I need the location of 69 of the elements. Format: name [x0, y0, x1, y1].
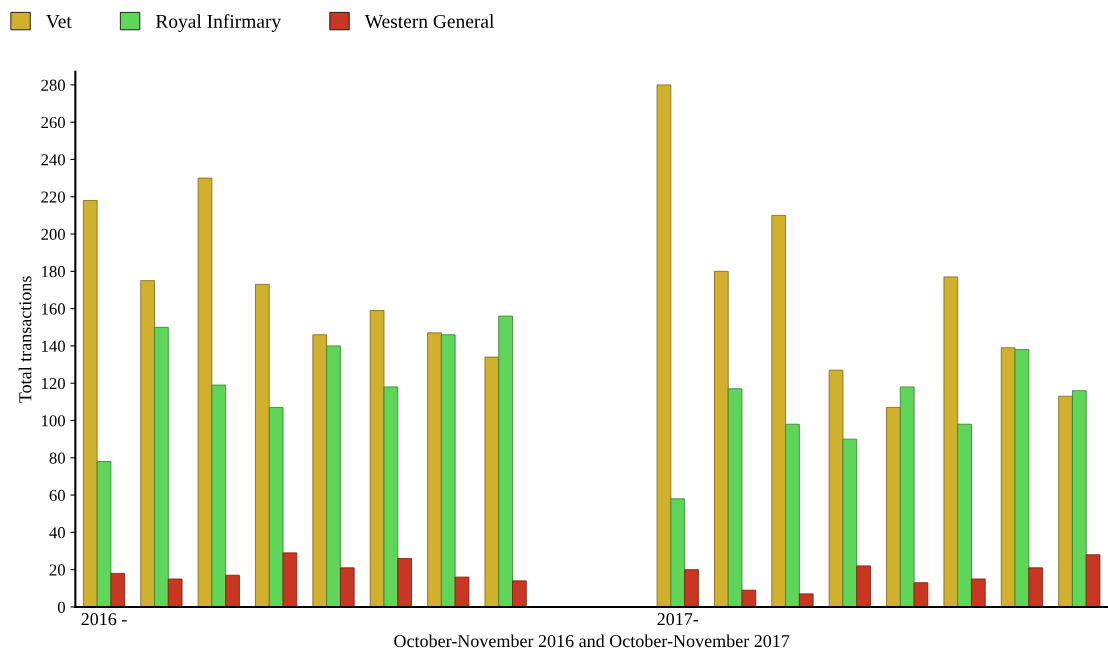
bar — [140, 280, 155, 607]
y-tick-label: 80 — [49, 452, 65, 464]
bar — [484, 356, 500, 607]
bar — [727, 388, 743, 607]
bar — [110, 572, 126, 607]
bar — [225, 574, 240, 607]
bar — [785, 423, 800, 607]
bar — [670, 498, 686, 607]
y-tick-label: 160 — [42, 303, 65, 315]
bar — [1014, 349, 1030, 607]
bar — [326, 345, 341, 607]
y-tick-label: 40 — [49, 527, 65, 539]
bar — [440, 334, 456, 607]
y-tick-label: 120 — [42, 377, 65, 390]
bar — [427, 332, 442, 607]
bar — [656, 84, 672, 607]
bar — [741, 589, 757, 607]
bar — [842, 438, 858, 607]
y-tick-label: 0 — [57, 601, 65, 613]
bar — [971, 578, 986, 607]
bar — [771, 214, 786, 607]
legend-label: Vet — [46, 15, 72, 29]
y-tick-label: 100 — [42, 415, 65, 427]
bar — [1058, 395, 1073, 607]
bar — [512, 580, 527, 607]
bar — [268, 407, 284, 607]
bar — [96, 461, 112, 607]
y-tick-label: 280 — [41, 79, 65, 91]
bar — [383, 386, 399, 607]
bar — [339, 567, 355, 607]
bar — [943, 276, 959, 607]
bar — [369, 310, 385, 607]
x-tick-label: 2016 - — [81, 613, 127, 626]
y-tick-label: 180 — [42, 266, 65, 278]
bar — [856, 565, 871, 607]
bar — [957, 423, 972, 607]
y-tick-label: 140 — [42, 340, 65, 352]
bar — [798, 593, 814, 607]
y-tick-label: 240 — [41, 154, 65, 166]
legend-label: Western General — [364, 14, 495, 29]
bar — [1072, 390, 1087, 607]
bar — [312, 334, 328, 607]
bar — [913, 582, 929, 607]
bar — [255, 283, 270, 607]
bar — [197, 177, 213, 607]
x-axis-title: October-November 2016 and October-November 2017 — [394, 634, 790, 648]
bar — [211, 384, 227, 607]
bar — [1085, 554, 1101, 607]
y-tick-label: 260 — [41, 116, 65, 129]
y-tick-label: 220 — [41, 191, 65, 203]
y-tick-label: 60 — [49, 489, 65, 502]
bar — [82, 200, 98, 607]
bar — [282, 552, 298, 607]
bar — [899, 386, 915, 607]
bar — [498, 315, 513, 607]
bar — [684, 569, 699, 607]
bar — [397, 558, 412, 607]
bar — [1028, 567, 1044, 607]
y-axis-title: Total transactions — [18, 276, 32, 403]
legend-label: Royal Infirmary — [155, 14, 282, 32]
bar — [454, 576, 470, 607]
bar — [167, 578, 183, 607]
bar — [154, 326, 169, 607]
y-tick-label: 20 — [49, 564, 65, 576]
bar — [828, 369, 844, 607]
bar — [886, 407, 901, 607]
x-tick-label: 2017- — [657, 613, 699, 626]
bar — [714, 270, 729, 607]
y-tick-label: 200 — [41, 228, 65, 240]
